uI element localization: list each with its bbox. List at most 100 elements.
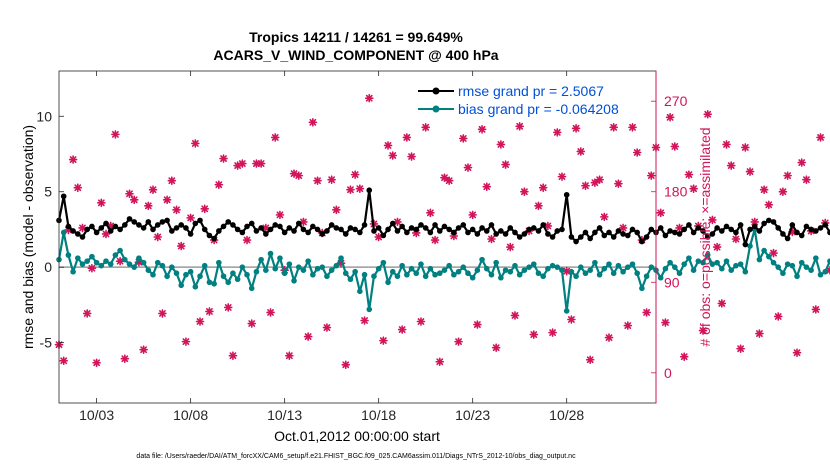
obs-marker — [529, 330, 539, 339]
bias-point — [521, 267, 528, 274]
bias-point — [413, 270, 420, 277]
rmse-point — [216, 228, 222, 234]
rmse-point — [159, 219, 166, 225]
rmse-point — [474, 231, 481, 237]
bias-point — [667, 259, 673, 266]
bias-point — [554, 264, 561, 270]
bias-point — [803, 264, 810, 270]
obs-marker — [618, 223, 628, 233]
obs-marker — [120, 354, 130, 364]
rmse-point — [375, 225, 382, 231]
rmse-point — [192, 220, 199, 227]
rmse-point — [582, 229, 589, 236]
obs-marker — [144, 201, 153, 211]
obs-marker — [736, 344, 745, 353]
rmse-point — [479, 225, 485, 231]
bias-point — [338, 255, 344, 261]
bias-point — [112, 252, 119, 258]
bias-point — [305, 258, 311, 264]
bias-point — [582, 270, 589, 277]
bias-point — [258, 256, 264, 263]
x-axis-label: Oct.01,2012 00:00:00 start — [274, 428, 440, 444]
bias-point — [742, 268, 749, 275]
bias-point — [615, 262, 622, 269]
obs-marker — [332, 205, 341, 215]
obs-marker — [360, 316, 369, 325]
obs-marker — [571, 124, 581, 133]
obs-marker — [773, 312, 783, 321]
rmse-point — [540, 222, 546, 228]
rmse-point — [225, 219, 232, 225]
obs-marker — [421, 123, 430, 132]
bias-point — [770, 259, 777, 266]
rmse-point — [70, 228, 76, 234]
rmse-point — [747, 226, 753, 233]
bias-point — [361, 271, 368, 278]
bias-point — [159, 262, 166, 269]
bias-point — [643, 273, 650, 280]
rmse-point — [742, 241, 749, 248]
obs-marker — [557, 172, 567, 181]
bias-point — [314, 265, 321, 272]
x-tick-label: 10/23 — [455, 407, 490, 423]
rmse-point — [615, 228, 622, 234]
bias-point — [784, 261, 791, 267]
rmse-point — [704, 234, 711, 240]
bias-point — [719, 265, 725, 272]
bias-point — [253, 268, 260, 275]
obs-marker — [176, 241, 186, 251]
bias-point — [700, 259, 706, 266]
x-axis-ticks: 10/03 10/08 10/13 10/18 10/23 10/28 — [79, 71, 584, 423]
obs-marker — [802, 175, 811, 184]
rmse-point — [794, 229, 800, 236]
rmse-point — [577, 234, 584, 240]
obs-marker — [223, 303, 233, 312]
obs-marker — [68, 155, 78, 164]
rmse-point — [770, 219, 777, 225]
bias-point — [211, 280, 217, 287]
obs-marker — [510, 311, 520, 320]
obs-marker — [496, 140, 506, 149]
rmse-point — [338, 226, 344, 233]
bias-point — [587, 267, 593, 274]
obs-marker — [416, 317, 426, 326]
obs-marker — [153, 232, 163, 242]
rmse-point — [267, 226, 274, 233]
obs-marker — [205, 307, 214, 316]
x-tick-label: 10/13 — [267, 407, 302, 423]
obs-marker — [722, 140, 731, 149]
rmse-point — [131, 219, 138, 225]
obs-marker — [148, 185, 158, 195]
obs-marker — [228, 351, 238, 361]
rmse-point — [272, 222, 279, 228]
rmse-point — [347, 225, 354, 231]
bias-point — [225, 279, 232, 286]
rmse-point — [596, 225, 603, 231]
obs-marker — [388, 151, 398, 160]
rmse-point — [122, 222, 128, 228]
bias-point — [342, 270, 349, 277]
y-left-tick-label: 0 — [44, 259, 52, 275]
bias-point — [310, 271, 316, 278]
bias-point — [79, 261, 86, 267]
bias-point — [465, 270, 471, 277]
y-left-tick-label: -5 — [40, 335, 53, 351]
bias-point — [451, 271, 457, 278]
rmse-point — [427, 229, 434, 236]
bias-point — [596, 271, 603, 278]
rmse-point — [75, 231, 81, 237]
obs-marker — [759, 185, 769, 195]
obs-marker — [242, 235, 252, 245]
obs-marker — [717, 299, 727, 308]
rmse-point — [465, 229, 471, 236]
bias-point — [248, 285, 255, 292]
obs-marker — [698, 326, 708, 335]
bias-point — [84, 258, 91, 264]
bias-point — [267, 250, 274, 257]
bias-point — [187, 268, 194, 275]
obs-marker — [261, 223, 271, 233]
obs-marker — [609, 123, 618, 132]
data-file-footnote: data file: /Users/raeder/DAI/ATM_forcXX/… — [136, 453, 576, 460]
obs-marker — [379, 336, 388, 345]
obs-marker — [468, 210, 477, 220]
